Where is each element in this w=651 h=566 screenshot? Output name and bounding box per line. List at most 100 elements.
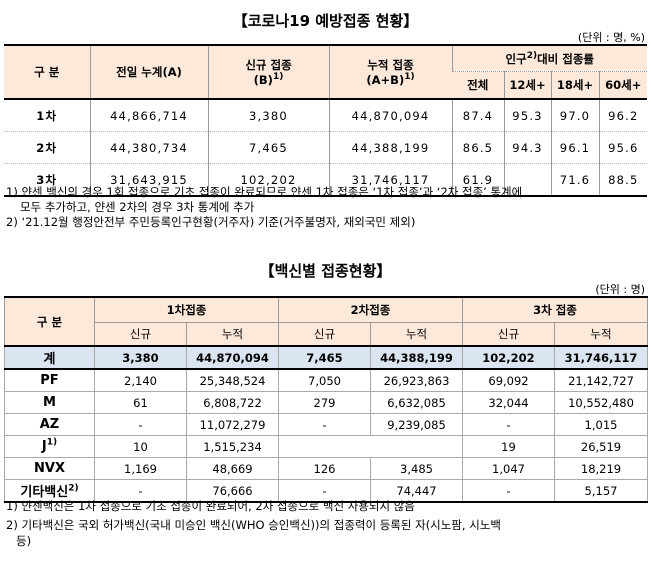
cell-n2 — [278, 435, 371, 458]
vaccination-status-table: 구 분 전일 누계(A) 신규 접종 (B)1) 누적 접종 (A+B)1) 인… — [4, 44, 648, 197]
cell-c2: 26,923,863 — [370, 368, 463, 392]
table2-unit: (단위 : 명) — [595, 283, 645, 296]
cell-all: 61.9 — [451, 163, 504, 197]
cell-c2: 74,447 — [370, 479, 463, 503]
cell-n3: 69,092 — [462, 368, 555, 392]
cell-c3: 10,552,480 — [554, 391, 648, 414]
cell-n3: 19 — [462, 435, 555, 458]
cell-n3: 32,044 — [462, 391, 555, 414]
cell-60: 95.6 — [598, 131, 648, 164]
cell-n1: 10 — [94, 435, 187, 458]
cell-c3: 26,519 — [554, 435, 648, 458]
header-gubun: 구 분 — [4, 296, 95, 347]
row-label: 3차 — [4, 163, 90, 197]
header-cum: 누적 — [370, 322, 463, 347]
table-row: 2차 44,380,734 7,465 44,388,199 86.5 94.3… — [4, 131, 648, 164]
header-dose3: 3차 접종 — [462, 296, 648, 323]
row-label: J1) — [4, 435, 95, 458]
cell-n2: - — [278, 413, 371, 436]
header-gubun: 구 분 — [4, 45, 90, 99]
cell-c2 — [370, 435, 463, 458]
cell-18: 71.6 — [550, 163, 599, 197]
table1-unit: (단위 : 명, %) — [577, 31, 645, 44]
table-row: AZ - 11,072,279 - 9,239,085 - 1,015 — [4, 413, 648, 436]
header-new: 신규 — [94, 322, 187, 347]
header-dose2: 2차접종 — [278, 296, 463, 323]
cell-cum: 31,746,117 — [328, 163, 452, 197]
table1-title: 【코로나19 예방접종 현황】 — [232, 12, 419, 30]
cell-cum: 44,870,094 — [328, 99, 452, 132]
table-row: M 61 6,808,722 279 6,632,085 32,044 10,5… — [4, 391, 648, 414]
cell-c3: 5,157 — [554, 479, 648, 503]
cell-n2: 126 — [278, 457, 371, 480]
table-row: 1차 44,866,714 3,380 44,870,094 87.4 95.3… — [4, 99, 648, 132]
cell-60: 96.2 — [598, 99, 648, 132]
row-label: AZ — [4, 413, 95, 436]
table-row: PF 2,140 25,348,524 7,050 26,923,863 69,… — [4, 368, 648, 392]
header-prev-total: 전일 누계(A) — [89, 45, 208, 99]
cell-c1: 6,808,722 — [186, 391, 279, 414]
cell-all: 86.5 — [451, 131, 504, 164]
cell-n1: 61 — [94, 391, 187, 414]
table2-title: 【백신별 접종현황】 — [259, 262, 392, 280]
cell-n1: 3,380 — [94, 345, 187, 370]
cell-18: 96.1 — [550, 131, 599, 164]
cell-c1: 48,669 — [186, 457, 279, 480]
cell-new: 7,465 — [207, 131, 329, 164]
cell-prev: 44,866,714 — [89, 99, 208, 132]
header-population-rate: 인구2)대비 접종률 — [451, 45, 648, 72]
cell-n2: 7,465 — [278, 345, 371, 370]
row-label: 계 — [4, 345, 95, 370]
row-label: PF — [4, 368, 95, 392]
cell-prev: 44,380,734 — [89, 131, 208, 164]
table-row: J1) 10 1,515,234 19 26,519 — [4, 435, 648, 458]
header-new: 신규 접종 (B)1) — [207, 45, 329, 99]
cell-c1: 44,870,094 — [186, 345, 279, 370]
header-pop-18: 18세+ — [550, 71, 599, 99]
table-row-total: 계 3,380 44,870,094 7,465 44,388,199 102,… — [4, 345, 648, 370]
note-2: 2) 기타백신은 국외 허가백신(국내 미승인 백신(WHO 승인백신))의 접… — [6, 518, 501, 532]
table2-notes: 1) 얀센백신은 1차 접종으로 기초 접종이 완료되어, 2차 접종으로 백신… — [6, 498, 501, 549]
cell-new: 3,380 — [207, 99, 329, 132]
cell-12: 94.3 — [503, 131, 551, 164]
cell-cum: 44,388,199 — [328, 131, 452, 164]
cell-c2: 9,239,085 — [370, 413, 463, 436]
cell-c3: 1,015 — [554, 413, 648, 436]
note-1: 1) 얀센백신은 1차 접종으로 기초 접종이 완료되어, 2차 접종으로 백신… — [6, 499, 415, 513]
row-label: 1차 — [4, 99, 90, 132]
cell-60: 88.5 — [598, 163, 648, 197]
cell-12 — [503, 163, 551, 197]
cell-n1: 2,140 — [94, 368, 187, 392]
cell-c3: 21,142,727 — [554, 368, 648, 392]
header-new: 신규 — [462, 322, 555, 347]
cell-c1: 1,515,234 — [186, 435, 279, 458]
table-row: 기타백신2) - 76,666 - 74,447 - 5,157 — [4, 479, 648, 503]
table-row: 3차 31,643,915 102,202 31,746,117 61.9 71… — [4, 163, 648, 197]
header-pop-12: 12세+ — [503, 71, 551, 99]
row-label: 2차 — [4, 131, 90, 164]
note-1: 1) 얀센 백신의 경우 1회 접종으로 기초 접종이 완료되므로 얀센 1차 … — [6, 185, 523, 199]
header-pop-all: 전체 — [452, 71, 504, 99]
cell-n3: - — [462, 413, 555, 436]
cell-n2: 7,050 — [278, 368, 371, 392]
cell-n1: 1,169 — [94, 457, 187, 480]
cell-n2: 279 — [278, 391, 371, 414]
cell-c3: 18,219 — [554, 457, 648, 480]
cell-all: 87.4 — [451, 99, 504, 132]
cell-n3: - — [462, 479, 555, 503]
table-row: NVX 1,169 48,669 126 3,485 1,047 18,219 — [4, 457, 648, 480]
header-cum: 누적 — [554, 322, 648, 347]
cell-c1: 25,348,524 — [186, 368, 279, 392]
cell-c2: 3,485 — [370, 457, 463, 480]
row-label: M — [4, 391, 95, 414]
row-label: 기타백신2) — [4, 479, 95, 503]
note-1-cont: 모두 추가하고, 얀센 2차의 경우 3차 통계에 추가 — [20, 200, 255, 214]
table1-notes: 1) 얀센 백신의 경우 1회 접종으로 기초 접종이 완료되므로 얀센 1차 … — [6, 185, 522, 230]
cell-c3: 31,746,117 — [554, 345, 648, 370]
row-label: NVX — [4, 457, 95, 480]
header-dose1: 1차접종 — [94, 296, 279, 323]
cell-12: 95.3 — [503, 99, 551, 132]
vaccine-type-table: 구 분 1차접종 2차접종 3차 접종 신규 누적 신규 누적 신규 누적 계 … — [4, 296, 648, 503]
cell-c2: 44,388,199 — [370, 345, 463, 370]
cell-c1: 11,072,279 — [186, 413, 279, 436]
